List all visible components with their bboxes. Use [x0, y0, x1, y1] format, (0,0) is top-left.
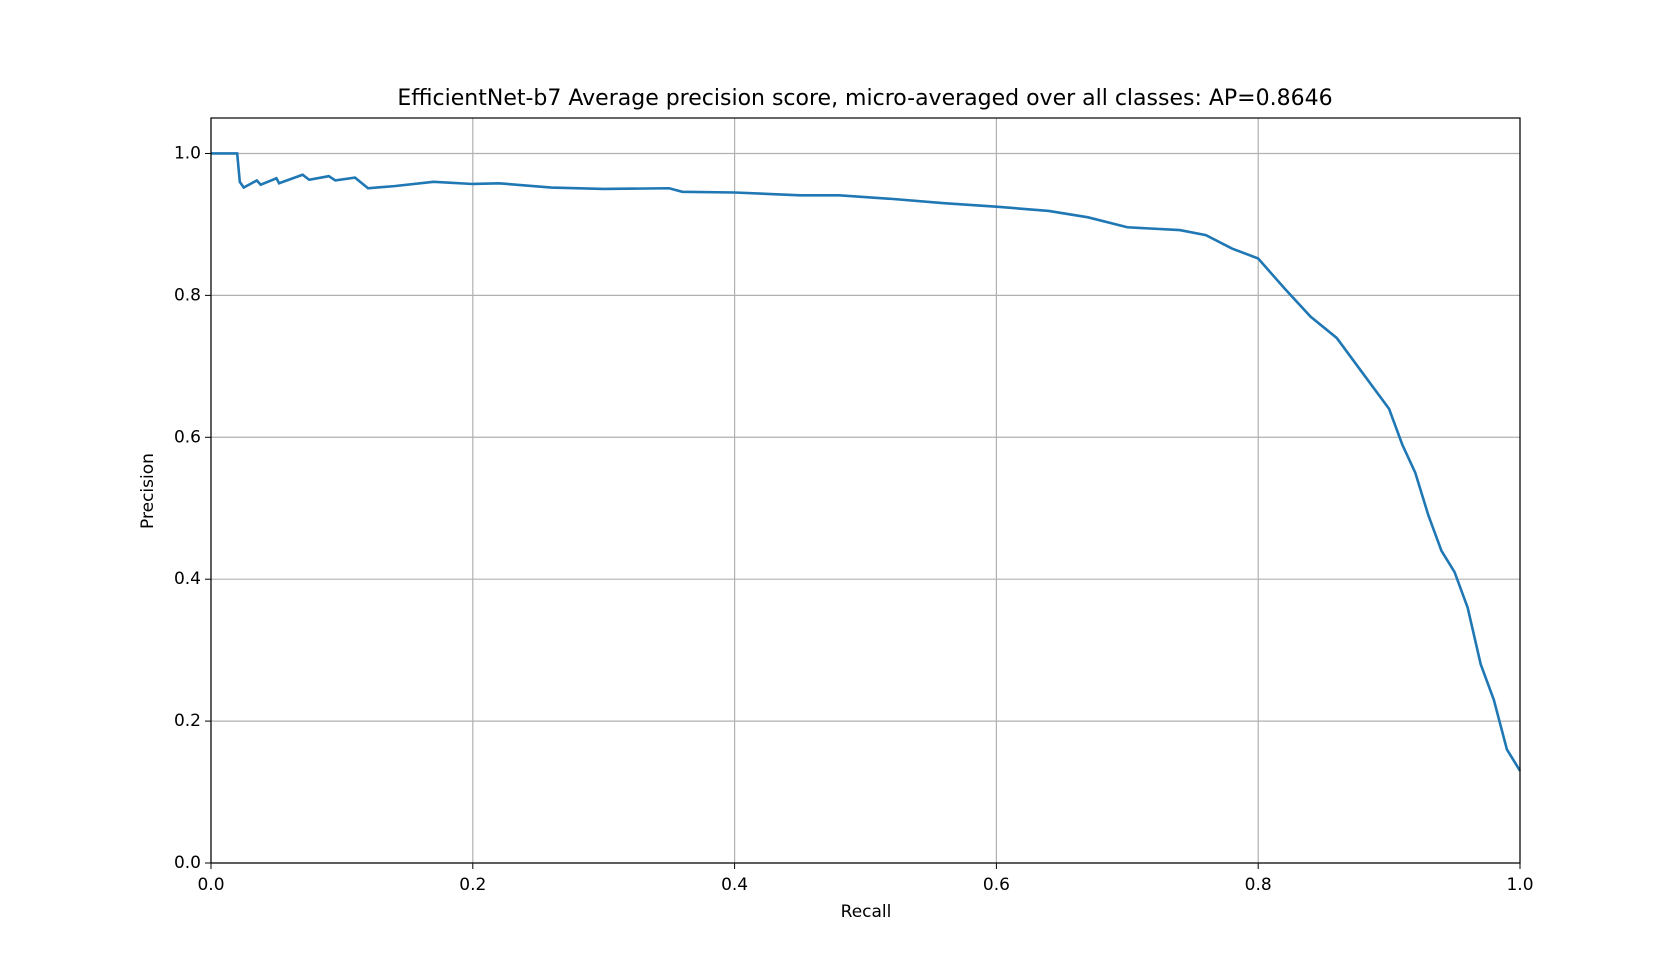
y-tick-label: 1.0	[174, 143, 201, 163]
x-tick-label: 0.6	[983, 875, 1010, 895]
y-tick-label: 0.4	[174, 569, 201, 589]
plot-frame	[210, 117, 1521, 864]
y-tick-label: 0.8	[174, 285, 201, 305]
x-axis-label: Recall	[841, 902, 892, 922]
y-tick-label: 0.0	[174, 853, 201, 873]
y-tick-label: 0.2	[174, 711, 201, 731]
line	[211, 152, 1522, 772]
x-tick-label: 1.0	[1506, 875, 1533, 895]
chart-title: EfficientNet-b7 Average precision score,…	[397, 86, 1332, 111]
x-tick-label: 0.4	[721, 875, 748, 895]
x-tick-label: 0.8	[1245, 875, 1272, 895]
y-axis-label: Precision	[138, 453, 158, 529]
y-tick-label: 0.6	[174, 427, 201, 447]
x-tick-label: 0.2	[459, 875, 486, 895]
x-tick-label: 0.0	[197, 875, 224, 895]
